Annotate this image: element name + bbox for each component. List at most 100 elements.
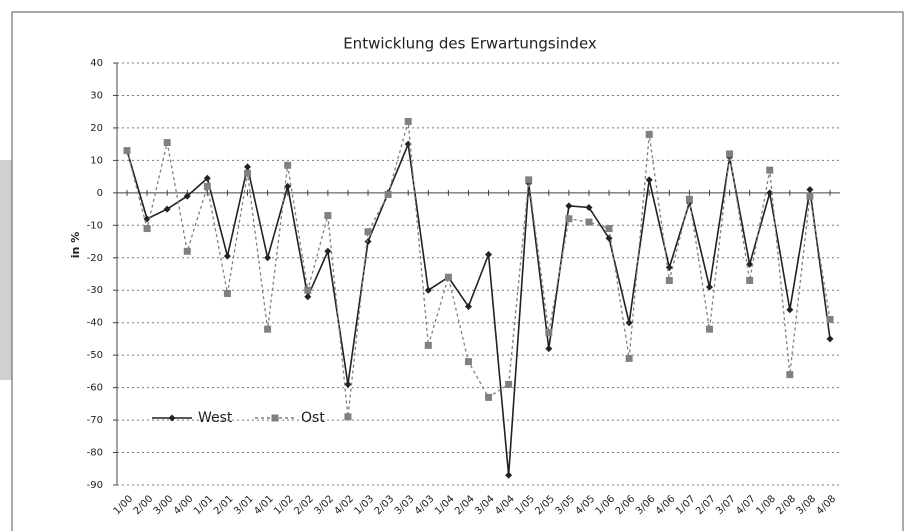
x-tick-label: 1/07 (674, 493, 698, 517)
point (525, 176, 533, 184)
x-tick-label: 1/04 (433, 493, 457, 517)
y-tick-label: -30 (87, 285, 103, 296)
point (344, 413, 352, 421)
point (244, 163, 252, 171)
point (786, 371, 794, 379)
point (123, 147, 131, 155)
x-tick-label: 1/02 (272, 493, 296, 517)
x-tick-label: 2/03 (373, 493, 397, 517)
y-tick-label: 30 (90, 90, 103, 101)
point (223, 289, 231, 297)
x-tick-label: 3/05 (553, 493, 577, 517)
x-tick-label: 3/07 (714, 493, 738, 517)
point (726, 150, 734, 158)
x-tick-label: 4/05 (574, 493, 598, 517)
point (705, 283, 713, 291)
point (585, 203, 593, 211)
x-tick-label: 1/01 (192, 493, 216, 517)
point (766, 166, 774, 174)
point (203, 182, 211, 190)
x-tick-label: 4/07 (734, 493, 758, 517)
y-tick-label: -40 (87, 318, 103, 329)
series-line (126, 141, 831, 476)
point (786, 306, 794, 314)
x-tick-label: 2/06 (614, 493, 638, 517)
x-tick-label: 4/04 (493, 493, 517, 517)
y-tick-label: -60 (87, 383, 103, 394)
point (404, 117, 412, 125)
point (826, 315, 834, 323)
point (344, 380, 352, 388)
x-tick-label: 1/08 (754, 493, 778, 517)
point (585, 218, 593, 226)
x-tick-label: 3/00 (152, 493, 176, 517)
y-tick-label: -70 (87, 415, 103, 426)
point (625, 354, 633, 362)
point (505, 380, 513, 388)
legend-marker (271, 414, 279, 422)
x-tick-label: 4/06 (654, 493, 678, 517)
x-tick-label: 2/04 (453, 493, 477, 517)
y-tick-label: -50 (87, 350, 103, 361)
point (244, 169, 252, 177)
y-tick-label: 20 (90, 123, 103, 134)
point (304, 293, 312, 301)
x-tick-label: 4/01 (252, 493, 276, 517)
x-tick-label: 3/06 (634, 493, 658, 517)
x-tick-label: 4/03 (413, 493, 437, 517)
point (545, 345, 553, 353)
x-tick-label: 3/04 (473, 493, 497, 517)
point (545, 328, 553, 336)
y-tick-label: 10 (90, 155, 103, 166)
y-axis-label: in % (69, 232, 82, 258)
frame (11, 11, 904, 531)
x-tick-label: 1/05 (513, 493, 537, 517)
point (324, 247, 332, 255)
point (324, 212, 332, 220)
point (645, 176, 653, 184)
x-tick-label: 2/01 (212, 493, 236, 517)
point (464, 302, 472, 310)
point (685, 195, 693, 203)
y-tick-label: -80 (87, 448, 103, 459)
point (143, 225, 151, 233)
y-tick-label: -90 (87, 480, 103, 491)
point (444, 273, 452, 281)
x-tick-label: 1/06 (594, 493, 618, 517)
point (746, 276, 754, 284)
x-tick-label: 2/07 (694, 493, 718, 517)
x-tick-label: 1/00 (112, 493, 136, 517)
point (264, 325, 272, 333)
point (163, 205, 171, 213)
point (485, 251, 493, 259)
point (183, 247, 191, 255)
x-tick-label: 2/00 (132, 493, 156, 517)
point (565, 215, 573, 223)
point (304, 286, 312, 294)
x-tick-label: 3/02 (312, 493, 336, 517)
side-tab (0, 160, 12, 380)
point (384, 190, 392, 198)
point (766, 189, 774, 197)
x-tick-label: 1/03 (353, 493, 377, 517)
point (605, 225, 613, 233)
x-tick-label: 3/03 (393, 493, 417, 517)
x-tick-label: 3/08 (794, 493, 818, 517)
point (404, 140, 412, 148)
x-tick-label: 3/01 (232, 493, 256, 517)
point (183, 192, 191, 200)
point (284, 161, 292, 169)
x-tick-label: 4/00 (172, 493, 196, 517)
point (424, 286, 432, 294)
legend-marker (168, 414, 176, 422)
chart-title: Entwicklung des Erwartungsindex (343, 35, 597, 53)
point (364, 228, 372, 236)
point (485, 393, 493, 401)
point (826, 335, 834, 343)
legend-label: West (198, 410, 233, 426)
point (223, 252, 231, 260)
point (565, 202, 573, 210)
x-tick-label: 2/05 (533, 493, 557, 517)
x-tick-label: 2/02 (292, 493, 316, 517)
